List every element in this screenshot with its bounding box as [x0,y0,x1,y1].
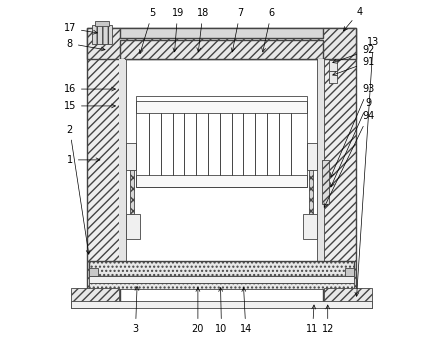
Text: 92: 92 [333,45,374,63]
Text: 11: 11 [307,305,319,334]
Bar [136,175,307,187]
Bar [130,170,135,214]
Bar [126,214,140,239]
Bar [330,70,337,83]
Text: 94: 94 [324,111,374,207]
Bar [89,283,354,289]
Text: 1: 1 [67,155,100,165]
Text: 9: 9 [330,98,371,187]
Text: 10: 10 [215,288,228,334]
Text: 7: 7 [231,8,243,52]
Bar [89,275,354,283]
Bar [136,101,307,113]
Bar [324,288,372,308]
Bar [119,59,125,278]
Text: 5: 5 [139,8,155,54]
Text: 13: 13 [355,37,379,296]
Bar [87,28,120,305]
Text: 8: 8 [67,38,105,51]
Text: 3: 3 [132,287,139,334]
Text: 93: 93 [330,84,374,177]
Text: 20: 20 [192,288,204,334]
Text: 19: 19 [171,8,184,52]
Bar [318,59,324,278]
Bar [89,261,354,276]
Bar [323,28,356,305]
Bar [307,143,317,170]
Text: 2: 2 [66,124,90,254]
Text: 17: 17 [63,23,97,34]
Bar [303,214,317,239]
Bar [308,170,313,214]
Bar [330,60,337,70]
Bar [322,160,330,204]
Bar [95,21,109,26]
Text: 14: 14 [240,288,252,334]
Bar [317,59,324,278]
Text: 16: 16 [64,84,116,94]
Bar [92,25,112,44]
Text: 4: 4 [343,6,363,31]
Text: 6: 6 [262,8,275,52]
Bar [89,268,98,276]
Text: 12: 12 [322,305,334,334]
Text: 18: 18 [197,8,209,52]
Bar [119,59,126,278]
Text: 15: 15 [63,101,116,111]
Bar [87,28,356,59]
Bar [71,288,119,308]
Bar [136,96,307,187]
Bar [120,28,323,38]
Bar [71,301,372,308]
Bar [345,268,354,276]
Bar [120,40,323,59]
Bar [126,143,136,170]
Text: 91: 91 [333,57,374,75]
